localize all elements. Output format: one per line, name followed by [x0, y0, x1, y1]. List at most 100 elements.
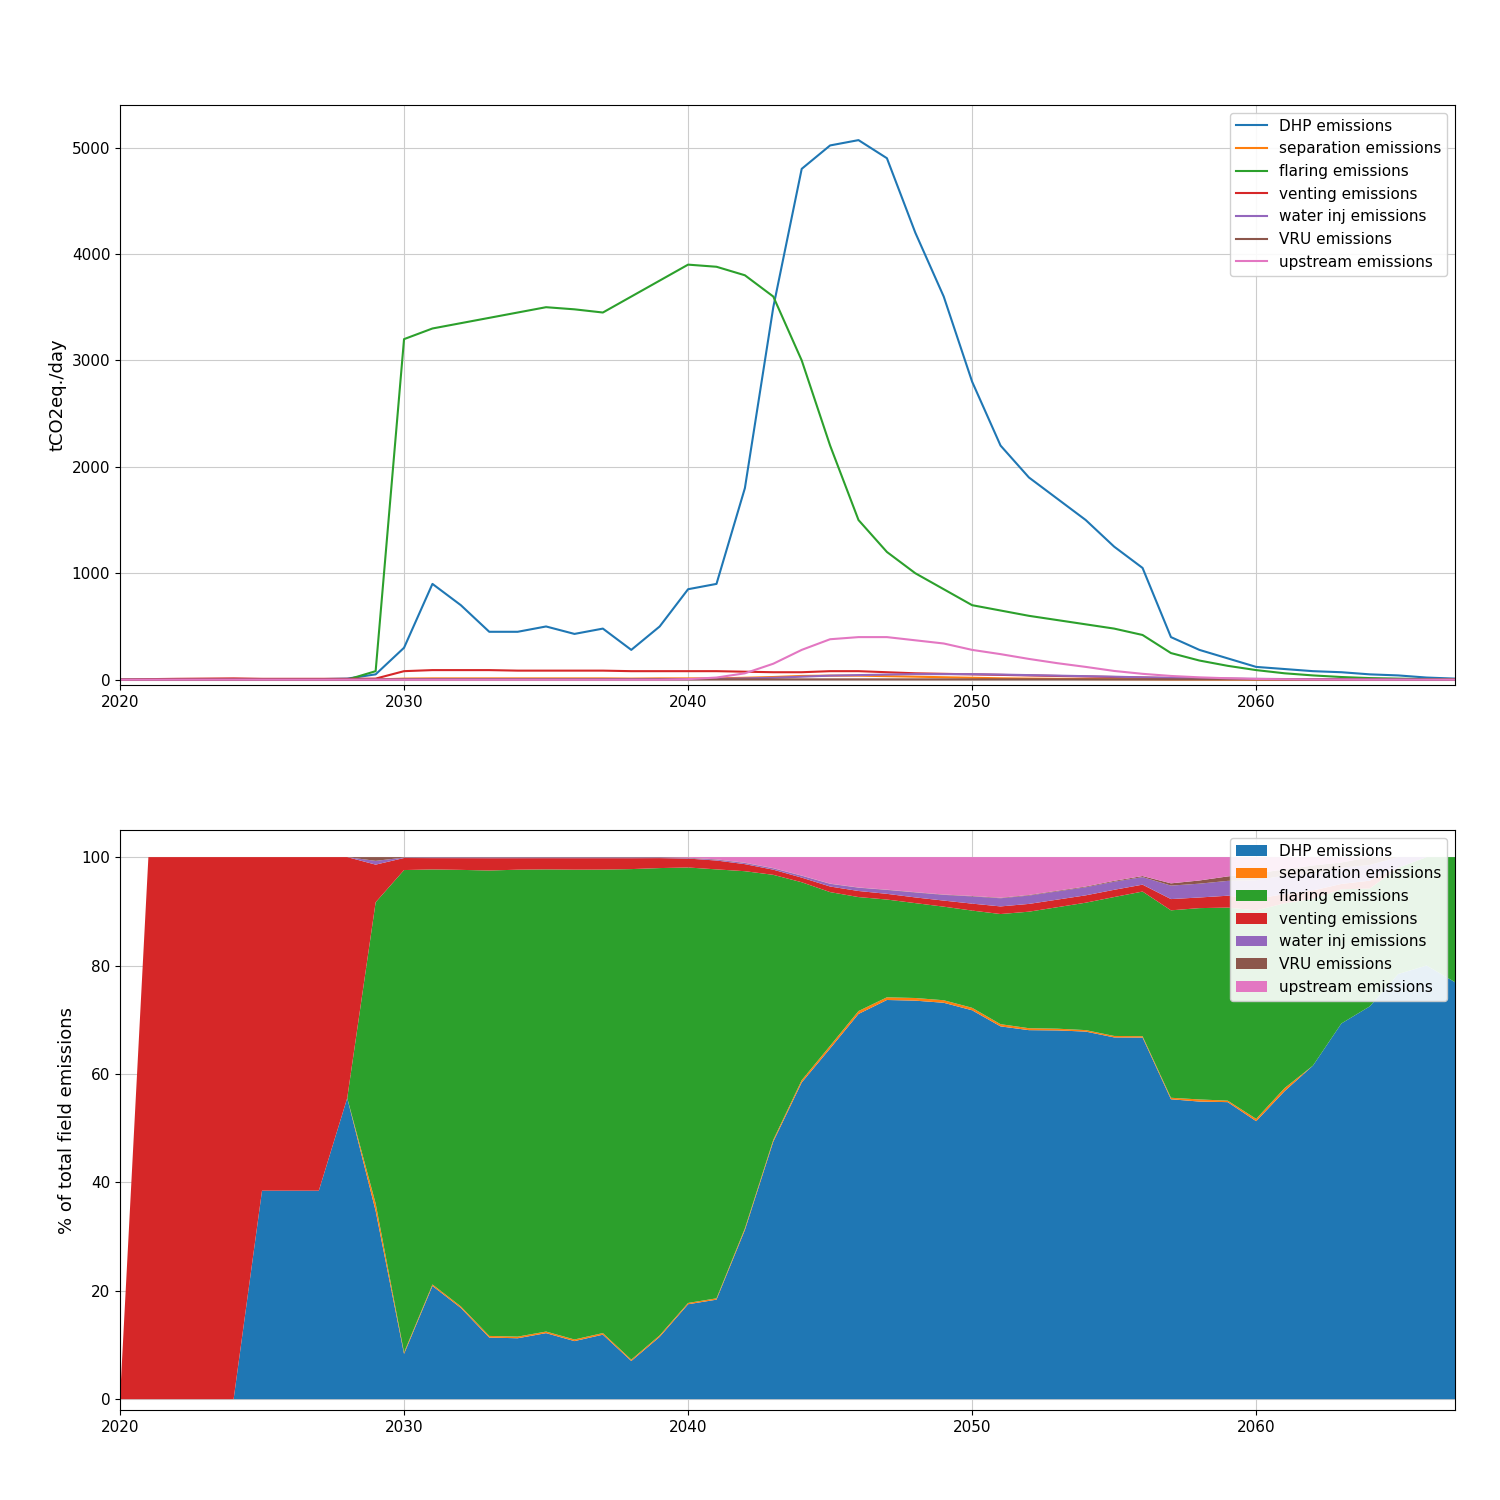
separation emissions — [394, 669, 412, 687]
separation emissions — [765, 668, 783, 686]
VRU emissions — [1389, 670, 1407, 688]
VRU emissions — [225, 670, 243, 688]
water inj emissions — [708, 670, 726, 688]
VRU emissions — [1360, 670, 1378, 688]
venting emissions — [708, 662, 726, 680]
flaring emissions — [1246, 662, 1264, 680]
water inj emissions — [168, 670, 186, 688]
DHP emissions — [423, 574, 441, 592]
VRU emissions — [792, 670, 810, 688]
upstream emissions — [849, 628, 867, 646]
DHP emissions — [594, 620, 612, 638]
DHP emissions — [566, 626, 584, 644]
upstream emissions — [1246, 670, 1264, 688]
separation emissions — [366, 670, 384, 688]
flaring emissions — [1162, 644, 1180, 662]
DHP emissions — [906, 224, 924, 242]
water inj emissions — [849, 666, 867, 684]
water inj emissions — [310, 670, 328, 688]
flaring emissions — [992, 602, 1010, 619]
venting emissions — [1048, 668, 1066, 686]
venting emissions — [736, 663, 754, 681]
upstream emissions — [934, 634, 952, 652]
water inj emissions — [111, 670, 129, 688]
flaring emissions — [537, 298, 555, 316]
DHP emissions — [622, 640, 640, 658]
water inj emissions — [906, 664, 924, 682]
flaring emissions — [366, 662, 384, 680]
water inj emissions — [1191, 669, 1209, 687]
flaring emissions — [906, 564, 924, 582]
DHP emissions — [1275, 660, 1293, 678]
water inj emissions — [1020, 666, 1038, 684]
venting emissions — [792, 663, 810, 681]
separation emissions — [168, 670, 186, 688]
water inj emissions — [254, 670, 272, 688]
VRU emissions — [708, 670, 726, 688]
water inj emissions — [1389, 670, 1407, 688]
venting emissions — [1246, 670, 1264, 688]
separation emissions — [992, 669, 1010, 687]
venting emissions — [1134, 669, 1152, 687]
flaring emissions — [765, 288, 783, 306]
separation emissions — [1106, 670, 1124, 688]
DHP emissions — [1418, 669, 1436, 687]
flaring emissions — [1360, 669, 1378, 687]
VRU emissions — [254, 670, 272, 688]
water inj emissions — [1275, 670, 1293, 688]
DHP emissions — [1191, 640, 1209, 658]
water inj emissions — [566, 670, 584, 688]
separation emissions — [225, 670, 243, 688]
upstream emissions — [1191, 669, 1209, 687]
upstream emissions — [111, 670, 129, 688]
upstream emissions — [254, 670, 272, 688]
separation emissions — [1220, 670, 1238, 688]
VRU emissions — [140, 670, 158, 688]
VRU emissions — [736, 670, 754, 688]
DHP emissions — [196, 670, 214, 688]
flaring emissions — [140, 670, 158, 688]
water inj emissions — [480, 670, 498, 688]
VRU emissions — [651, 670, 669, 688]
Y-axis label: % of total field emissions: % of total field emissions — [58, 1007, 76, 1233]
DHP emissions — [282, 670, 300, 688]
venting emissions — [680, 662, 698, 680]
venting emissions — [310, 670, 328, 688]
DHP emissions — [394, 639, 412, 657]
VRU emissions — [622, 670, 640, 688]
separation emissions — [1134, 670, 1152, 688]
DHP emissions — [992, 436, 1010, 454]
water inj emissions — [680, 670, 698, 688]
upstream emissions — [1048, 654, 1066, 672]
DHP emissions — [310, 670, 328, 688]
separation emissions — [1191, 670, 1209, 688]
separation emissions — [792, 668, 810, 686]
VRU emissions — [1275, 670, 1293, 688]
DHP emissions — [963, 372, 981, 390]
flaring emissions — [1077, 615, 1095, 633]
water inj emissions — [366, 670, 384, 688]
flaring emissions — [963, 596, 981, 613]
flaring emissions — [168, 670, 186, 688]
flaring emissions — [452, 314, 470, 332]
Line: separation emissions: separation emissions — [120, 675, 1455, 680]
flaring emissions — [480, 309, 498, 327]
VRU emissions — [423, 670, 441, 688]
flaring emissions — [849, 512, 867, 530]
venting emissions — [1162, 669, 1180, 687]
water inj emissions — [338, 670, 356, 688]
VRU emissions — [680, 670, 698, 688]
separation emissions — [196, 670, 214, 688]
upstream emissions — [140, 670, 158, 688]
Line: venting emissions: venting emissions — [120, 670, 1455, 680]
DHP emissions — [934, 288, 952, 306]
venting emissions — [934, 664, 952, 682]
separation emissions — [1418, 670, 1436, 688]
flaring emissions — [1020, 608, 1038, 625]
venting emissions — [1446, 670, 1464, 688]
flaring emissions — [394, 330, 412, 348]
upstream emissions — [1134, 664, 1152, 682]
flaring emissions — [509, 303, 526, 321]
upstream emissions — [452, 670, 470, 688]
DHP emissions — [1332, 663, 1350, 681]
